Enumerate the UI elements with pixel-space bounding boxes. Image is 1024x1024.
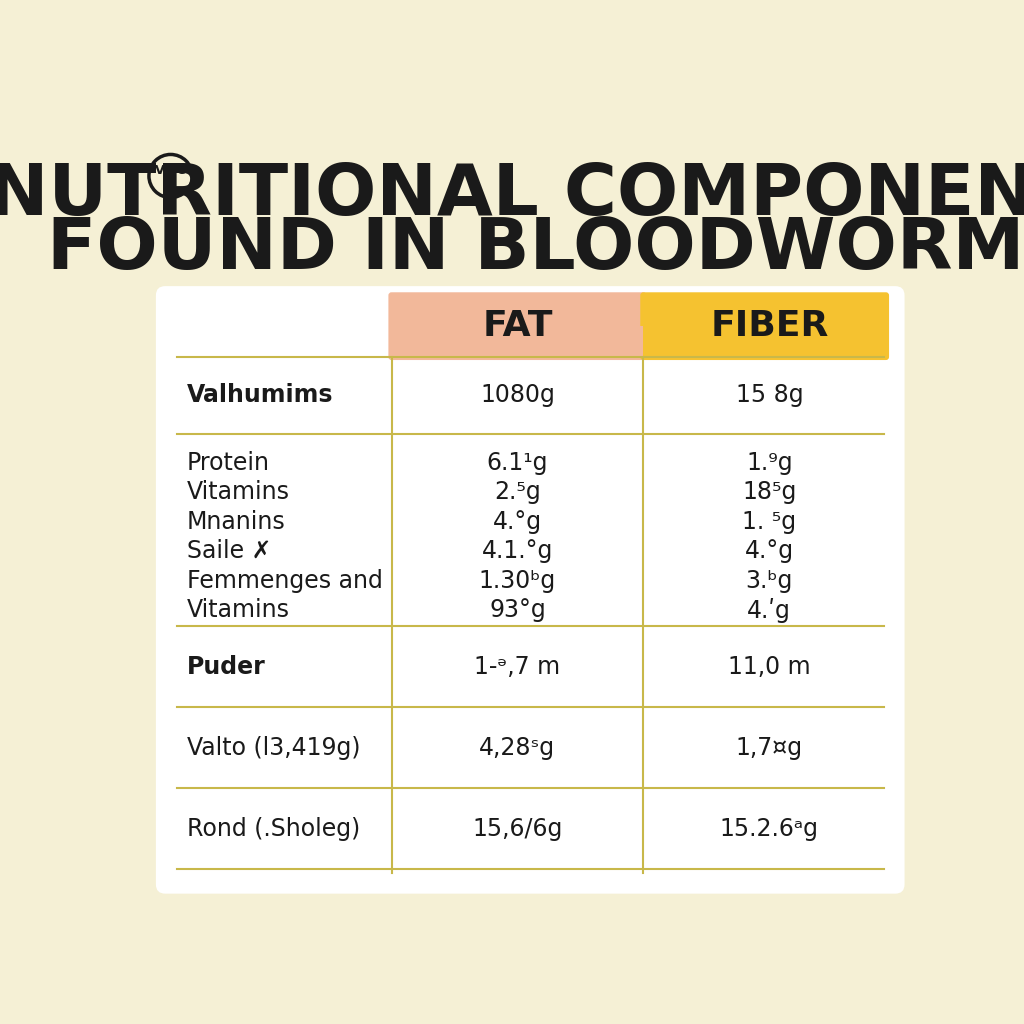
Text: 1,7¤g: 1,7¤g — [736, 735, 803, 760]
Text: 6.1¹g: 6.1¹g — [486, 451, 548, 474]
Text: NUTRITIONAL COMPONENTS: NUTRITIONAL COMPONENTS — [0, 161, 1024, 229]
Text: 1080g: 1080g — [480, 383, 555, 408]
Text: 15,6/6g: 15,6/6g — [472, 816, 562, 841]
Text: Protein: Protein — [187, 451, 270, 474]
Text: 1. ⁵g: 1. ⁵g — [742, 510, 797, 534]
Text: 4.1.°g: 4.1.°g — [481, 539, 553, 563]
Text: Femmenges and: Femmenges and — [187, 568, 383, 593]
FancyBboxPatch shape — [388, 292, 646, 360]
Text: Mnanins: Mnanins — [187, 510, 286, 534]
Text: 4,28ˢg: 4,28ˢg — [479, 735, 555, 760]
Text: FAT: FAT — [482, 309, 553, 343]
Text: Vitamins: Vitamins — [187, 480, 290, 504]
Text: VIYC: VIYC — [155, 164, 186, 177]
Text: 1-ᵊ,7 m: 1-ᵊ,7 m — [474, 655, 560, 679]
Bar — [391, 327, 643, 357]
Text: 4.°g: 4.°g — [744, 539, 794, 563]
Text: 2.⁵g: 2.⁵g — [494, 480, 541, 504]
Text: Valhumims: Valhumims — [187, 383, 334, 408]
Text: 93°g: 93°g — [489, 598, 546, 623]
Text: 18⁵g: 18⁵g — [742, 480, 797, 504]
FancyBboxPatch shape — [640, 292, 889, 360]
Text: 1.⁹g: 1.⁹g — [746, 451, 793, 474]
Text: 4.°g: 4.°g — [493, 510, 542, 534]
Text: Rond (.Sholeg): Rond (.Sholeg) — [187, 816, 360, 841]
Text: 1.30ᵇg: 1.30ᵇg — [479, 568, 556, 593]
Text: 4.ʹg: 4.ʹg — [748, 598, 792, 623]
Text: Saile ✗: Saile ✗ — [187, 539, 271, 563]
Text: 15.2.6ᵃg: 15.2.6ᵃg — [720, 816, 819, 841]
Text: Puder: Puder — [187, 655, 265, 679]
Text: 15 8g: 15 8g — [735, 383, 803, 408]
Text: 3.ᵇg: 3.ᵇg — [745, 568, 793, 593]
Text: FOUND IN BLOODWORMS: FOUND IN BLOODWORMS — [47, 215, 1024, 284]
FancyBboxPatch shape — [156, 286, 904, 894]
Text: Vitamins: Vitamins — [187, 598, 290, 623]
Text: 11,0 m: 11,0 m — [728, 655, 811, 679]
Text: FIBER: FIBER — [710, 309, 828, 343]
Bar — [643, 327, 886, 357]
Text: Valto (l3,419g): Valto (l3,419g) — [187, 735, 360, 760]
